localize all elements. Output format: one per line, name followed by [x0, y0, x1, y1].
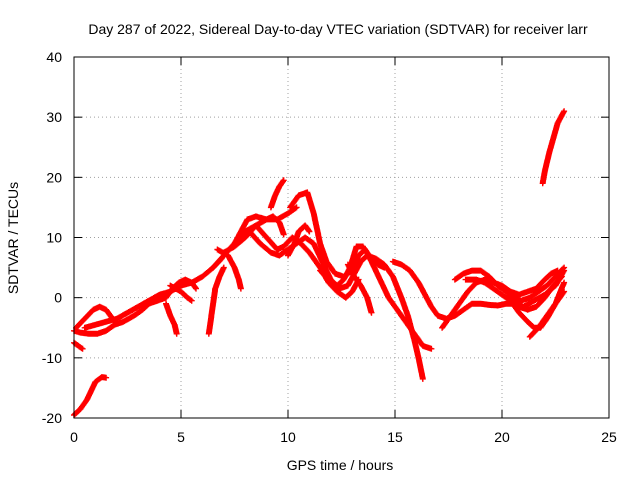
x-tick-label: 25 — [601, 429, 617, 445]
y-tick-label: 10 — [46, 230, 62, 246]
y-axis-label: SDTVAR / TECUs — [5, 182, 21, 294]
y-tick-label: -20 — [42, 410, 62, 426]
series-marks — [451, 264, 568, 304]
y-tick-label: 30 — [46, 109, 62, 125]
series-s18 — [344, 261, 375, 316]
series-s1 — [71, 374, 110, 418]
series-s14 — [267, 177, 287, 211]
series-s21 — [451, 264, 568, 304]
data-points — [71, 108, 568, 418]
chart-title: Day 287 of 2022, Sidereal Day-to-day VTE… — [88, 21, 588, 37]
series-marks — [526, 288, 568, 340]
axis-ticks — [73, 56, 610, 419]
series-marks — [163, 300, 180, 337]
series-s15 — [285, 222, 313, 259]
series-marks — [285, 222, 313, 259]
x-tick-label: 0 — [70, 429, 78, 445]
series-marks — [267, 177, 287, 211]
y-tick-label: 0 — [54, 290, 62, 306]
y-tick-label: -10 — [42, 350, 62, 366]
series-s6 — [163, 300, 180, 337]
series-marks — [246, 228, 426, 382]
series-marks — [71, 339, 86, 352]
grid-lines — [74, 57, 609, 418]
series-s5 — [81, 255, 225, 331]
x-axis-label: GPS time / hours — [287, 457, 394, 473]
series-s24 — [526, 288, 568, 340]
y-tick-label: 40 — [46, 49, 62, 65]
series-s8 — [205, 264, 227, 337]
series-marks — [71, 374, 110, 418]
series-marks — [167, 282, 195, 304]
series-s7 — [167, 282, 195, 304]
series-s25 — [539, 108, 568, 187]
series-marks — [205, 264, 227, 337]
series-s13 — [246, 228, 426, 382]
x-tick-label: 15 — [387, 429, 403, 445]
x-tick-label: 5 — [177, 429, 185, 445]
series-s2 — [71, 339, 86, 352]
x-tick-label: 10 — [280, 429, 296, 445]
series-marks — [81, 255, 225, 331]
y-tick-label: 20 — [46, 169, 62, 185]
x-tick-label: 20 — [494, 429, 510, 445]
x-tick-labels: 0 5 10 15 20 25 — [70, 429, 617, 445]
series-marks — [344, 261, 375, 316]
series-marks — [539, 108, 568, 187]
y-tick-labels: -20 -10 0 10 20 30 40 — [42, 49, 62, 426]
